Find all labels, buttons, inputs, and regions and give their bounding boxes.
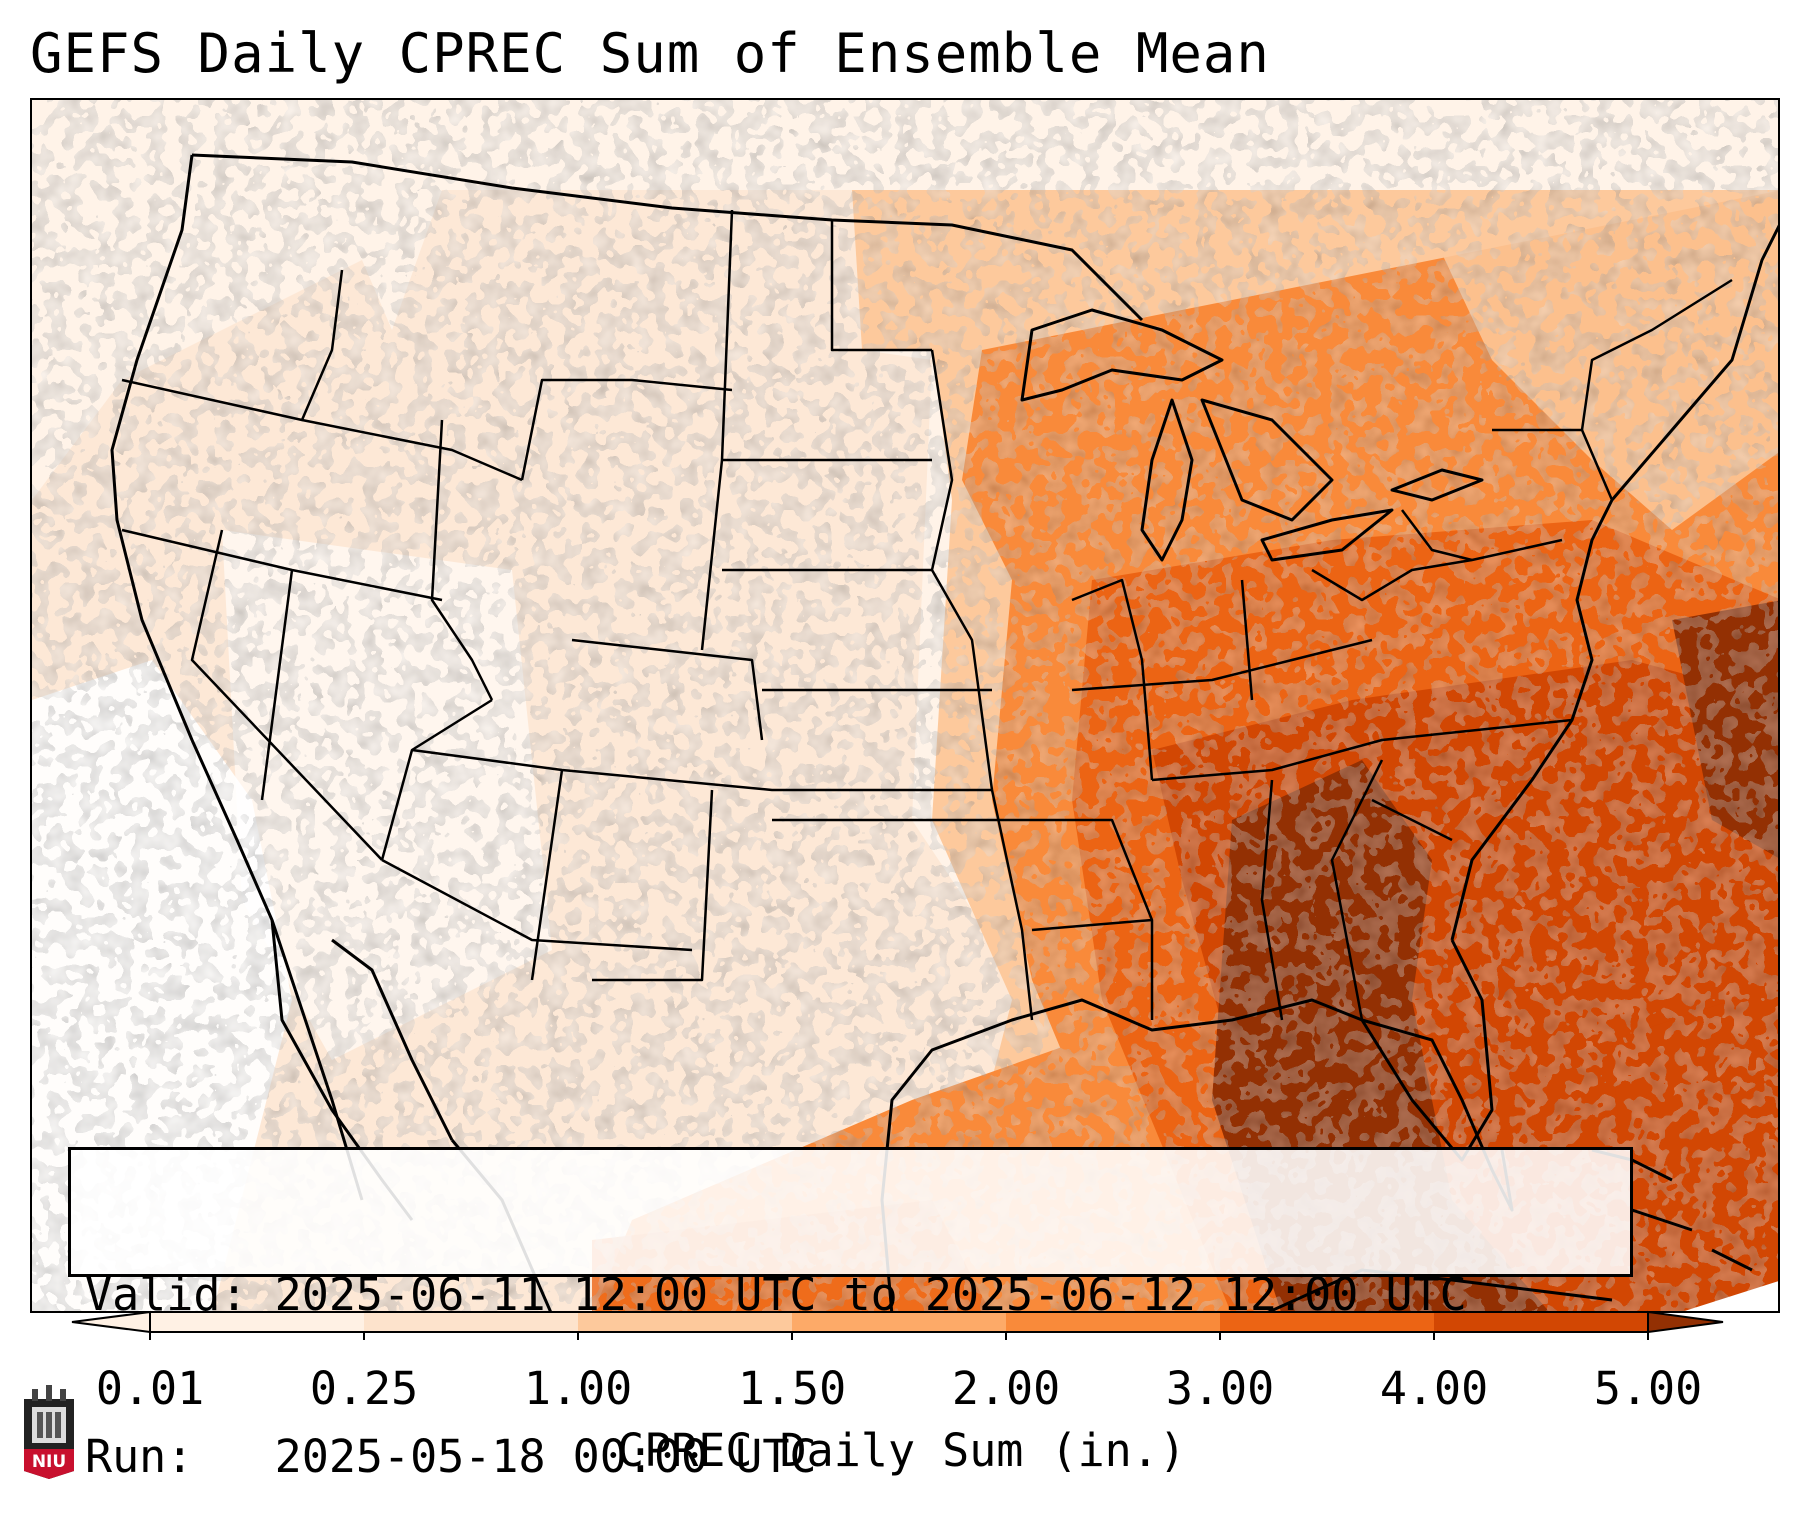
logo-banner xyxy=(24,1449,74,1479)
colorbar-tick-label: 0.01 xyxy=(95,1362,205,1415)
precipitation-map xyxy=(30,98,1780,1313)
boundaries xyxy=(110,153,1778,1311)
colorbar-tick-label: 1.50 xyxy=(737,1362,847,1415)
lake-superior xyxy=(1020,308,1224,402)
colorbar-tick-label: 1.00 xyxy=(523,1362,633,1415)
colorbar-extension-high xyxy=(1647,1310,1724,1334)
colorbar-segment xyxy=(1006,1312,1220,1332)
lake-ontario xyxy=(1390,468,1484,502)
colorbar-label: CPREC Daily Sum (in.) xyxy=(617,1424,1186,1477)
colorbar-tick-label: 3.00 xyxy=(1165,1362,1275,1415)
colorbar-segments xyxy=(71,1310,1724,1334)
run-label: Run: xyxy=(85,1430,194,1483)
colorbar-ticks xyxy=(149,1332,1649,1340)
colorbar-segment xyxy=(1434,1312,1648,1332)
cuba xyxy=(1267,1268,1613,1311)
lake-huron xyxy=(1200,398,1334,522)
colorbar-tick-label: 4.00 xyxy=(1379,1362,1489,1415)
run-row: Run: 2025-05-18 00:00 UTC xyxy=(85,1430,1616,1484)
run-value: 2025-05-18 00:00 UTC xyxy=(274,1430,817,1483)
colorbar-segment xyxy=(792,1312,1006,1332)
niu-logo xyxy=(24,1385,74,1479)
east-coast xyxy=(1450,224,1778,941)
colorbar-tick-label: 5.00 xyxy=(1593,1362,1703,1415)
colorbar-segment xyxy=(578,1312,792,1332)
logo-text: NIU xyxy=(31,1452,67,1472)
west-coast xyxy=(110,154,364,1201)
colorbar-tick-label: 2.00 xyxy=(951,1362,1061,1415)
colorbar-tick-label: 0.25 xyxy=(309,1362,419,1415)
map-canvas xyxy=(32,100,1778,1311)
colorbar xyxy=(71,1310,1724,1340)
map-title: GEFS Daily CPREC Sum of Ensemble Mean xyxy=(30,22,1270,85)
canada-us-border xyxy=(191,153,1144,322)
precip-field xyxy=(32,100,1778,1311)
lake-michigan xyxy=(1140,398,1194,562)
colorbar-segment xyxy=(364,1312,578,1332)
colorbar-extension-low xyxy=(71,1310,151,1334)
colorbar-outline xyxy=(149,1311,1649,1333)
colorbar-segment xyxy=(150,1312,364,1332)
validity-info-box: Valid: 2025-06-11 12:00 UTC to 2025-06-1… xyxy=(68,1147,1633,1483)
colorbar-segment xyxy=(1220,1312,1434,1332)
lake-erie xyxy=(1260,508,1394,562)
